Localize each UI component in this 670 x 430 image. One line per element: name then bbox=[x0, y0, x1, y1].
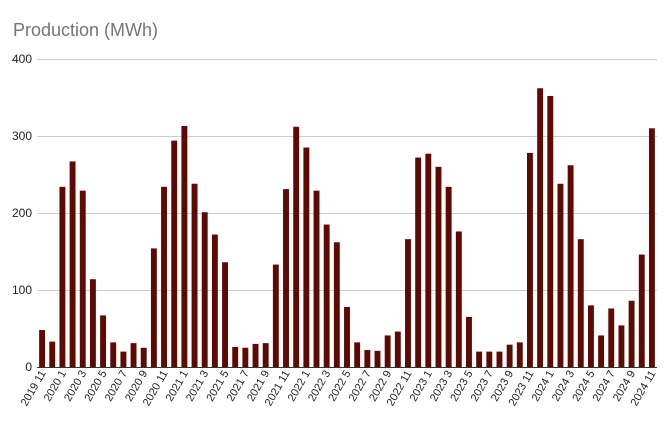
bar bbox=[79, 190, 86, 367]
bar bbox=[150, 248, 157, 367]
grid-lines bbox=[37, 59, 657, 291]
bar bbox=[100, 315, 107, 367]
bar bbox=[272, 264, 279, 367]
bar bbox=[476, 351, 483, 367]
bar bbox=[405, 239, 411, 367]
bar bbox=[49, 341, 56, 367]
bar bbox=[496, 351, 503, 367]
bar bbox=[638, 254, 645, 367]
chart-title: Production (MWh) bbox=[13, 20, 158, 40]
bar bbox=[527, 152, 533, 367]
bar bbox=[323, 224, 330, 367]
bar bbox=[608, 308, 615, 367]
bar bbox=[39, 330, 46, 367]
bar bbox=[537, 88, 544, 367]
bar bbox=[577, 239, 584, 367]
bar bbox=[648, 128, 655, 367]
y-tick-label: 0 bbox=[25, 360, 32, 374]
bar bbox=[181, 125, 188, 368]
bar bbox=[587, 305, 594, 367]
bar bbox=[293, 126, 300, 367]
y-axis-ticks: 0 100 200 300 400 bbox=[12, 52, 32, 374]
bar bbox=[445, 186, 452, 367]
bar bbox=[252, 343, 259, 367]
y-tick-label: 400 bbox=[12, 52, 32, 66]
bar bbox=[120, 351, 127, 367]
bar bbox=[466, 316, 472, 367]
bar bbox=[394, 331, 401, 367]
bar bbox=[435, 166, 442, 367]
bar bbox=[628, 300, 635, 367]
bar bbox=[89, 279, 96, 367]
bar bbox=[69, 161, 76, 367]
bar bbox=[425, 153, 432, 367]
bar bbox=[384, 335, 391, 367]
bar bbox=[222, 262, 228, 367]
bar bbox=[242, 347, 249, 367]
bar bbox=[516, 342, 523, 367]
bar bbox=[374, 350, 381, 367]
bar bbox=[161, 186, 167, 367]
bar bbox=[313, 190, 320, 367]
bar bbox=[455, 231, 462, 367]
y-tick-label: 200 bbox=[12, 206, 32, 220]
bar bbox=[262, 343, 269, 367]
bar bbox=[506, 344, 513, 367]
bar bbox=[567, 165, 574, 367]
bar bbox=[364, 350, 371, 367]
bar bbox=[171, 140, 178, 367]
y-tick-label: 300 bbox=[12, 129, 32, 143]
bar bbox=[59, 186, 66, 367]
bar bbox=[232, 346, 239, 367]
bar bbox=[110, 342, 117, 367]
bar bbox=[344, 306, 350, 367]
bar bbox=[598, 335, 605, 367]
x-tick-label: 2019 11 bbox=[19, 369, 49, 409]
bar bbox=[201, 212, 208, 367]
bar bbox=[547, 95, 554, 368]
bar bbox=[140, 347, 147, 367]
bar bbox=[191, 183, 198, 367]
bars bbox=[39, 88, 655, 368]
bar bbox=[486, 351, 493, 367]
bar bbox=[283, 189, 289, 367]
bar bbox=[415, 157, 422, 367]
bar bbox=[303, 147, 310, 367]
bar bbox=[211, 234, 218, 367]
bar bbox=[354, 342, 361, 367]
bar bbox=[333, 242, 340, 367]
y-tick-label: 100 bbox=[12, 283, 32, 297]
bar bbox=[130, 343, 137, 367]
bar bbox=[557, 183, 564, 367]
bar bbox=[618, 325, 625, 367]
